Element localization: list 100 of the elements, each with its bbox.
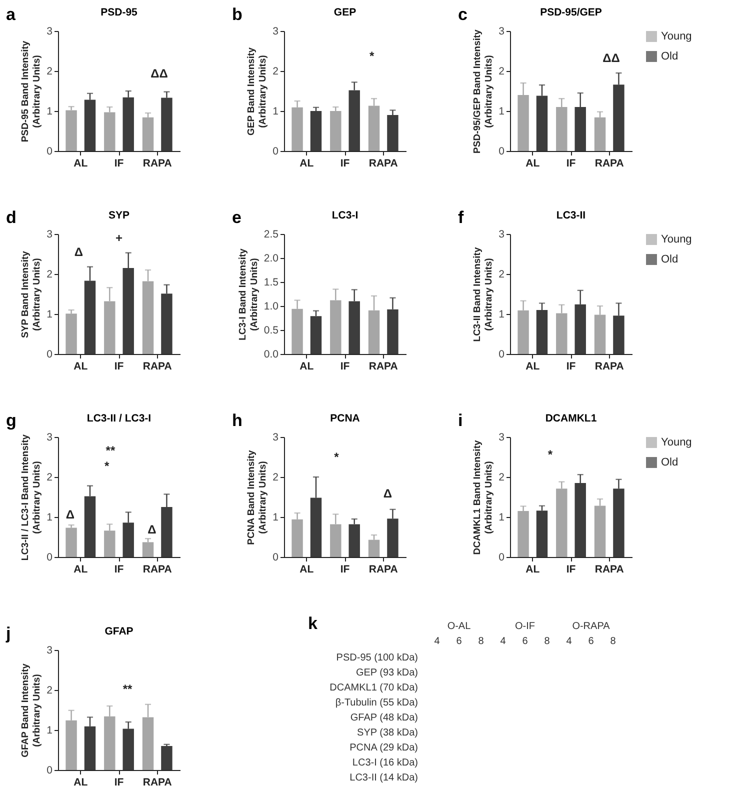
text: f — [458, 208, 464, 227]
text: a — [6, 5, 16, 24]
x-tick-label: AL — [526, 158, 540, 170]
y-tick-label: 1 — [498, 106, 505, 118]
bar — [310, 111, 322, 151]
category-label: SYP (38 kDa) — [357, 728, 418, 738]
y-tick-label: 0 — [46, 764, 53, 776]
y-tick-label: 1 — [272, 512, 279, 524]
x-tick-label: IF — [566, 360, 576, 372]
y-axis-title: LC3-I Band Intensity (Arbitrary Units) — [237, 248, 260, 340]
chart-title: PSD-95 — [100, 6, 138, 18]
y-tick-label: 2 — [46, 268, 53, 280]
category-label: 6 — [456, 636, 462, 647]
category-label: 4 — [434, 636, 440, 647]
y-tick-label: 1.0 — [264, 300, 279, 312]
y-tick-label: 2 — [498, 472, 505, 484]
y-tick-label: 3 — [46, 26, 53, 38]
x-tick-label: AL — [74, 564, 88, 576]
y-tick-label: 2 — [498, 66, 505, 78]
chart-title: SYP — [108, 210, 130, 222]
category-label: PSD-95 (100 kDa) — [336, 652, 418, 664]
text: O-RAPA — [572, 621, 610, 632]
y-tick-label: 2 — [46, 472, 53, 484]
y-tick-label: 3 — [498, 228, 505, 240]
y-tick-label: 0 — [272, 552, 279, 564]
annotation: ** — [122, 682, 133, 696]
legend-label: Young — [661, 30, 692, 42]
x-tick-label: AL — [300, 564, 314, 576]
annotation: ** — [106, 444, 116, 458]
x-tick-label: IF — [114, 564, 124, 576]
annotation: * — [370, 49, 375, 64]
x-tick-label: RAPA — [368, 564, 398, 576]
text: c — [458, 5, 468, 24]
annotation: ΔΔ — [150, 66, 168, 81]
x-tick-label: AL — [526, 564, 540, 576]
category-label: LC3-II (14 kDa) — [350, 772, 418, 784]
bar — [536, 510, 548, 557]
annotation: Δ — [66, 508, 75, 522]
y-tick-label: 1 — [272, 106, 279, 118]
text: j — [5, 624, 11, 643]
chart-title: PSD-95/GEP — [540, 6, 602, 18]
text: O-AL — [447, 621, 472, 632]
y-axis-title: LC3-II / LC3-I Band Intensity (Arbitrary Units) — [20, 434, 43, 561]
bar — [518, 511, 529, 557]
text: e — [232, 208, 242, 227]
x-tick-label: IF — [114, 158, 124, 170]
text: b — [232, 5, 242, 24]
x-tick-label: IF — [340, 564, 350, 576]
y-tick-label: 0 — [498, 552, 505, 564]
y-axis-title: PCNA Band Intensity (Arbitrary Units) — [246, 449, 269, 545]
chart-title: GFAP — [104, 626, 134, 638]
text: O-IF — [515, 621, 535, 632]
x-tick-label: RAPA — [594, 360, 624, 372]
x-tick-label: IF — [340, 360, 350, 372]
annotation: * — [548, 448, 553, 462]
category-label: GEP (93 kDa) — [356, 668, 418, 678]
annotation: ΔΔ — [602, 50, 620, 65]
bar — [142, 117, 154, 151]
x-tick-label: IF — [114, 360, 124, 372]
chart-title: LC3-II / LC3-I — [86, 412, 152, 424]
x-tick-label: AL — [74, 360, 88, 372]
bar — [142, 542, 154, 557]
y-tick-label: 0 — [272, 146, 279, 158]
y-tick-label: 3 — [46, 432, 53, 444]
legend-label: Old — [661, 50, 678, 62]
y-tick-label: 1 — [46, 308, 53, 320]
x-tick-label: IF — [114, 776, 124, 788]
y-tick-label: 1.5 — [264, 276, 279, 288]
legend-label: Young — [661, 234, 692, 246]
y-axis-title: PSD-95/GEP Band Intensity (Arbitrary Units) — [472, 28, 495, 154]
category-label: 4 — [500, 636, 506, 647]
x-tick-label: RAPA — [142, 360, 172, 372]
y-tick-label: 1 — [46, 512, 53, 524]
x-tick-label: RAPA — [368, 158, 398, 170]
bar — [387, 115, 398, 151]
x-tick-label: AL — [74, 158, 88, 170]
y-tick-label: 2 — [498, 268, 505, 280]
y-axis-title: GFAP Band Intensity (Arbitrary Units) — [20, 662, 43, 758]
category-label: 6 — [522, 636, 528, 647]
y-tick-label: 0 — [498, 146, 505, 158]
y-tick-label: 3 — [498, 432, 505, 444]
category-label: β-Tubulin (55 kDa) — [335, 698, 418, 708]
x-tick-label: RAPA — [142, 564, 172, 576]
y-tick-label: 2 — [272, 472, 279, 484]
y-tick-label: 2 — [272, 66, 279, 78]
bar — [330, 111, 342, 151]
y-tick-label: 0 — [498, 348, 505, 360]
legend-label: Old — [661, 254, 678, 266]
category-label: 8 — [544, 636, 550, 647]
y-tick-label: 1 — [498, 308, 505, 320]
legend-label: Old — [661, 456, 678, 468]
y-tick-label: 2 — [46, 66, 53, 78]
y-tick-label: 0 — [46, 552, 53, 564]
chart-title: PCNA — [330, 412, 360, 424]
text: g — [6, 411, 16, 430]
text: k — [308, 614, 318, 633]
annotation: + — [115, 231, 123, 246]
annotation: Δ — [383, 486, 392, 500]
category-label: 4 — [566, 636, 572, 647]
annotation: Δ — [148, 522, 157, 536]
